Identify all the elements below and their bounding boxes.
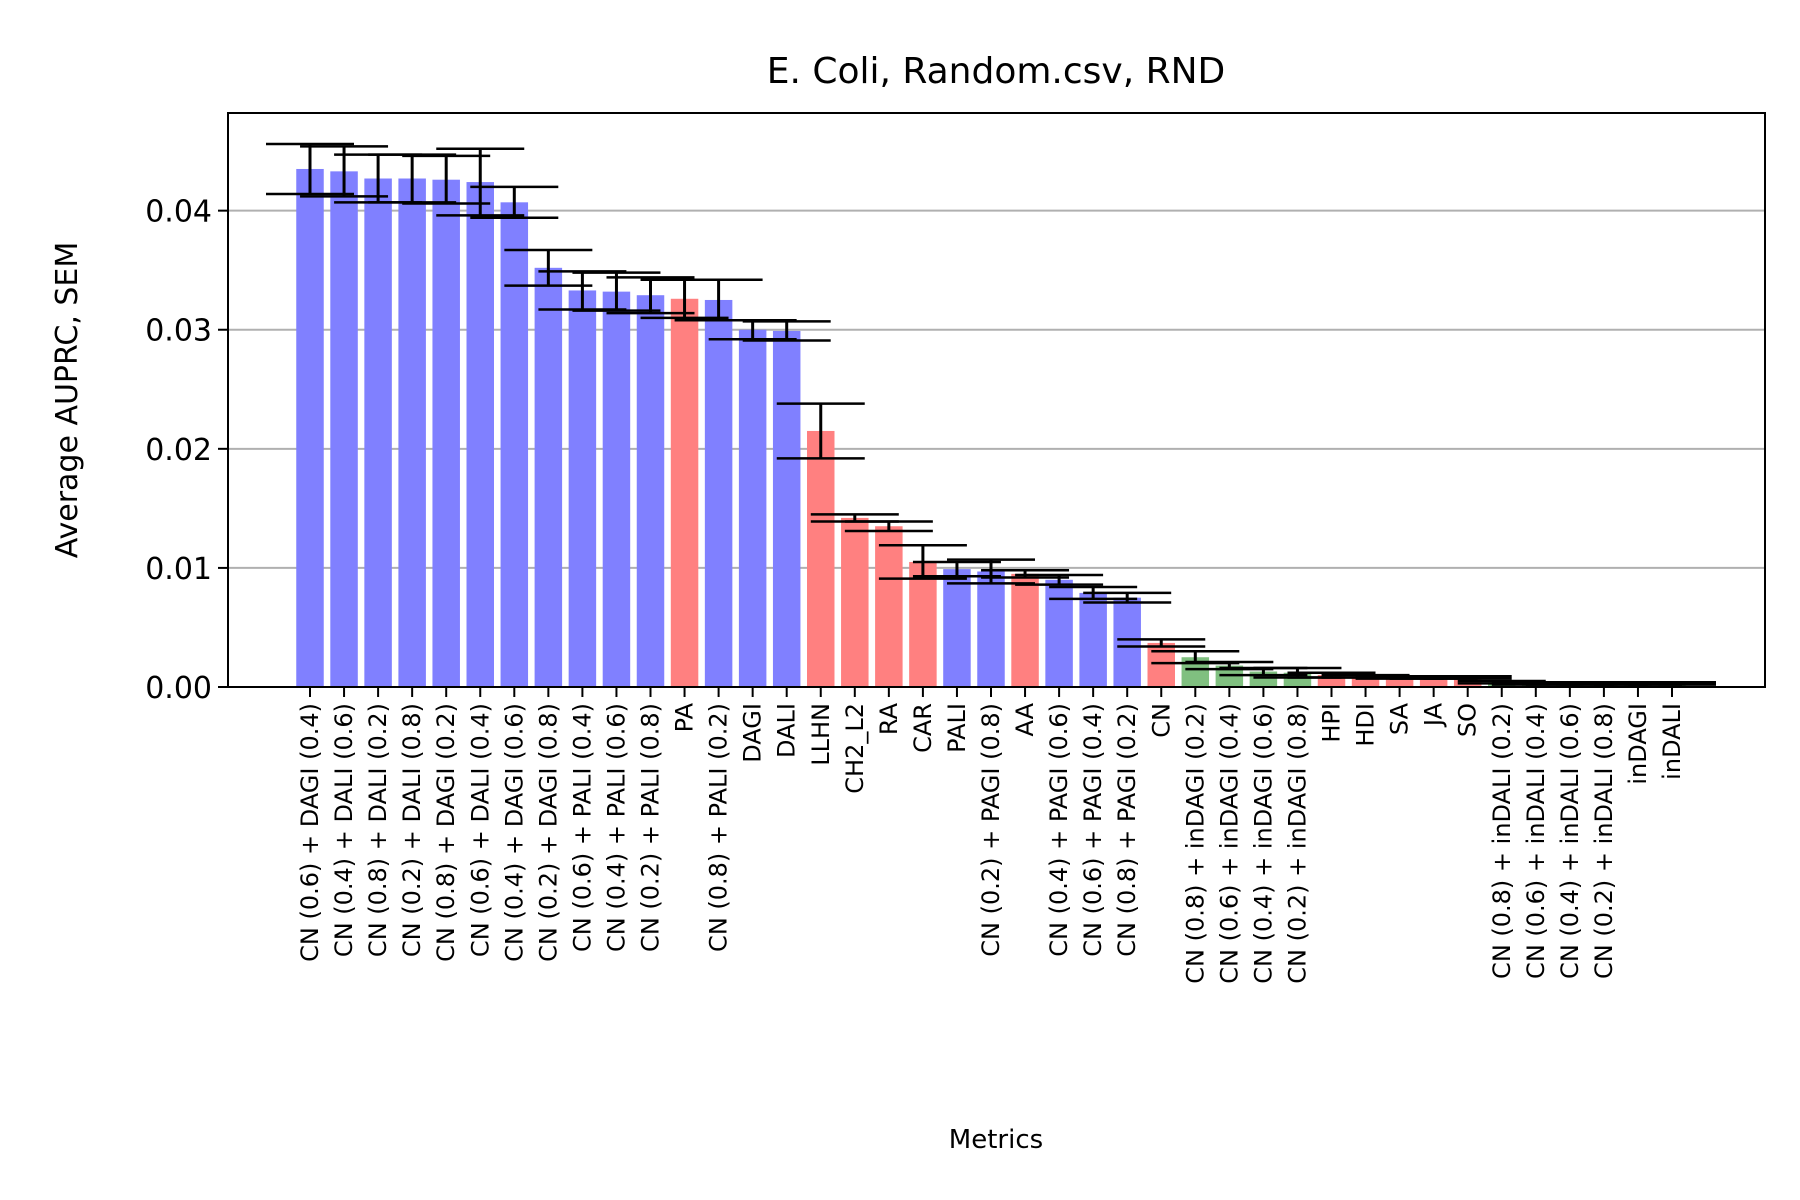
y-tick-label: 0.01 — [145, 552, 212, 587]
x-tick-label: CN (0.6) + PAGI (0.4) — [1079, 703, 1107, 957]
bar — [432, 179, 460, 688]
bar — [296, 168, 324, 687]
bar — [772, 330, 801, 687]
x-tick-label: CN (0.2) + DAGI (0.8) — [534, 703, 562, 962]
bar — [636, 295, 665, 687]
x-tick-label: CN (0.2) + inDALI (0.8) — [1590, 703, 1618, 979]
bar — [977, 571, 1005, 687]
x-tick-label: CN (0.2) + PALI (0.8) — [637, 703, 665, 952]
x-tick-label: CN — [1147, 703, 1175, 738]
chart-title: E. Coli, Random.csv, RND — [767, 51, 1226, 92]
y-tick-label: 0.04 — [145, 195, 212, 230]
bar — [1045, 579, 1073, 687]
x-tick-label: CN (0.6) + PALI (0.4) — [568, 703, 596, 952]
x-tick-label: inDALI — [1658, 703, 1686, 780]
bar — [398, 178, 426, 687]
bar — [875, 526, 903, 687]
bar — [534, 267, 563, 687]
x-tick-label: PA — [671, 702, 699, 732]
x-tick-label: CN (0.8) + PAGI (0.2) — [1113, 703, 1141, 957]
x-tick-label: JA — [1420, 702, 1448, 728]
x-tick-label: CN (0.6) + inDAGI (0.4) — [1215, 703, 1243, 984]
y-axis-label: Average AUPRC, SEM — [50, 242, 85, 559]
x-tick-label: SO — [1454, 703, 1482, 737]
x-tick-label: HDI — [1352, 703, 1380, 747]
x-tick-label: HPI — [1318, 703, 1346, 743]
bar — [1317, 675, 1346, 687]
x-axis: CN (0.6) + DAGI (0.4) CN (0.4) + DALI (0.… — [296, 687, 1686, 984]
bar — [1147, 642, 1175, 687]
x-tick-label: CN (0.8) + PALI (0.2) — [705, 703, 733, 952]
x-tick-label: CN (0.2) + PAGI (0.8) — [977, 703, 1005, 957]
bar — [364, 178, 392, 687]
x-tick-label: CH2_L2 — [841, 703, 869, 794]
y-tick-label: 0.03 — [145, 314, 212, 349]
x-tick-label: CAR — [909, 703, 937, 753]
bar — [1011, 573, 1039, 687]
bar — [807, 430, 835, 687]
x-tick-label: SA — [1386, 702, 1414, 735]
bar — [943, 569, 971, 687]
x-tick-label: CN (0.6) + DALI (0.4) — [466, 703, 494, 957]
x-tick-label: CN (0.4) + DAGI (0.6) — [500, 703, 528, 962]
x-tick-label: CN (0.8) + DALI (0.2) — [364, 703, 392, 957]
bar — [841, 517, 869, 687]
x-tick-label: CN (0.6) + inDALI (0.4) — [1522, 703, 1550, 979]
plot-frame — [227, 112, 1766, 688]
x-tick-label: CN (0.8) + inDALI (0.2) — [1488, 703, 1516, 979]
x-tick-label: inDAGI — [1624, 703, 1652, 785]
bar — [670, 298, 699, 687]
x-tick-label: CN (0.2) + inDAGI (0.8) — [1283, 703, 1311, 984]
bar — [1385, 677, 1414, 687]
x-tick-label: CN (0.4) + PALI (0.6) — [602, 703, 630, 952]
x-tick-label: CN (0.4) + PAGI (0.6) — [1045, 703, 1073, 957]
x-tick-label: CN (0.6) + DAGI (0.4) — [296, 703, 324, 962]
bar — [568, 290, 597, 687]
x-tick-label: PALI — [943, 703, 971, 753]
x-tick-label: CN (0.4) + DALI (0.6) — [330, 703, 358, 957]
x-tick-label: RA — [875, 702, 903, 735]
bar — [704, 299, 733, 687]
x-tick-label: DAGI — [739, 703, 767, 763]
x-axis-label: Metrics — [949, 1125, 1043, 1155]
bar — [466, 182, 494, 687]
x-tick-label: AA — [1011, 702, 1039, 736]
bar — [1419, 677, 1448, 687]
bar — [330, 171, 358, 688]
x-tick-label: CN (0.8) + inDAGI (0.2) — [1181, 703, 1209, 984]
error-bars — [266, 142, 1716, 686]
bars — [296, 168, 1686, 688]
x-tick-label: CN (0.8) + DAGI (0.2) — [432, 703, 460, 962]
x-tick-label: CN (0.4) + inDALI (0.6) — [1556, 703, 1584, 979]
bar — [1351, 676, 1380, 687]
bar — [602, 291, 631, 687]
y-axis: 0.00 0.01 0.02 0.03 0.04 — [145, 195, 228, 706]
x-tick-label: CN (0.2) + DALI (0.8) — [398, 703, 426, 957]
x-tick-label: CN (0.4) + inDAGI (0.6) — [1249, 703, 1277, 984]
y-tick-label: 0.02 — [145, 433, 212, 468]
bar — [1113, 597, 1141, 687]
y-tick-label: 0.00 — [145, 671, 212, 706]
bar — [500, 202, 529, 687]
bar — [909, 561, 937, 687]
x-tick-label: DALI — [773, 703, 801, 758]
bar — [738, 329, 767, 687]
x-tick-label: LLHN — [807, 703, 835, 766]
bar — [1079, 592, 1107, 687]
